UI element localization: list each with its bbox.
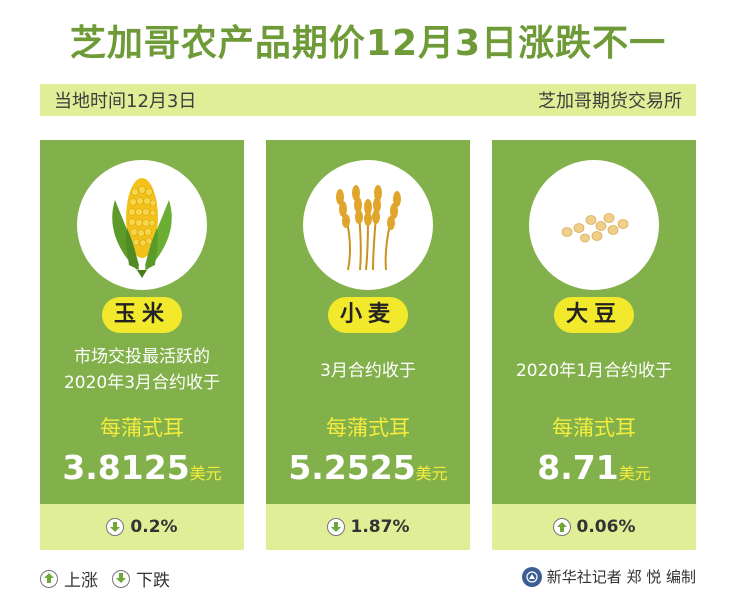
down-arrow-icon <box>106 518 125 536</box>
change-percent: 0.06% <box>576 517 636 537</box>
change-band: 0.2% <box>40 504 244 550</box>
xinhua-logo-icon <box>521 566 542 587</box>
commodity-card-soybean: 大豆 2020年1月合约收于 每蒲式耳 8.71美元 0.06% <box>492 140 696 550</box>
info-date: 当地时间12月3日 <box>54 91 197 112</box>
commodity-name: 大豆 <box>554 297 634 333</box>
contract-description: 2020年1月合约收于 <box>492 358 696 384</box>
up-arrow-icon <box>552 518 571 536</box>
contract-description: 3月合约收于 <box>266 358 470 384</box>
price-currency: 美元 <box>415 464 448 483</box>
legend-up-label: 上涨 <box>64 571 98 591</box>
price-unit: 每蒲式耳 <box>100 416 184 440</box>
price-currency: 美元 <box>618 464 651 483</box>
change-percent: 1.87% <box>350 517 410 537</box>
down-arrow-icon <box>112 569 130 588</box>
legend-down-label: 下跌 <box>136 571 170 591</box>
down-arrow-icon <box>326 518 345 536</box>
legend-up: 上涨 <box>40 566 98 591</box>
legend: 上涨 下跌 <box>40 566 184 591</box>
soybean-icon <box>529 160 659 290</box>
price-value: 5.2525 <box>288 448 416 487</box>
page-title: 芝加哥农产品期价12月3日涨跌不一 <box>69 23 667 64</box>
change-band: 0.06% <box>492 504 696 550</box>
commodity-card-corn: 玉米 市场交投最活跃的 2020年3月合约收于 每蒲式耳 3.8125美元 0.… <box>40 140 244 550</box>
closing-price: 8.71美元 <box>492 448 696 487</box>
desc-line-1: 市场交投最活跃的 <box>74 347 210 367</box>
change-band: 1.87% <box>266 504 470 550</box>
commodity-name: 小麦 <box>328 297 408 333</box>
closing-price: 5.2525美元 <box>266 448 470 487</box>
price-currency: 美元 <box>189 464 222 483</box>
change-percent: 0.2% <box>130 517 178 537</box>
price-value: 8.71 <box>537 448 619 487</box>
desc-line-1: 3月合约收于 <box>320 361 416 381</box>
contract-description: 市场交投最活跃的 2020年3月合约收于 <box>40 344 244 396</box>
price-value: 3.8125 <box>62 448 190 487</box>
price-unit: 每蒲式耳 <box>326 416 410 440</box>
commodity-card-wheat: 小麦 3月合约收于 每蒲式耳 5.2525美元 1.87% <box>266 140 470 550</box>
up-arrow-icon <box>40 569 58 588</box>
wheat-icon <box>303 160 433 290</box>
closing-price: 3.8125美元 <box>40 448 244 487</box>
commodity-name: 玉米 <box>102 297 182 333</box>
info-bar: 当地时间12月3日 芝加哥期货交易所 <box>40 84 696 116</box>
corn-icon <box>77 160 207 290</box>
desc-line-2: 2020年3月合约收于 <box>63 373 221 393</box>
info-exchange: 芝加哥期货交易所 <box>538 91 682 112</box>
credit-text: 新华社记者 郑 悦 编制 <box>546 568 696 586</box>
price-unit: 每蒲式耳 <box>552 416 636 440</box>
legend-down: 下跌 <box>112 566 170 591</box>
credit-line: 新华社记者 郑 悦 编制 <box>521 566 696 587</box>
desc-line-1: 2020年1月合约收于 <box>515 361 673 381</box>
